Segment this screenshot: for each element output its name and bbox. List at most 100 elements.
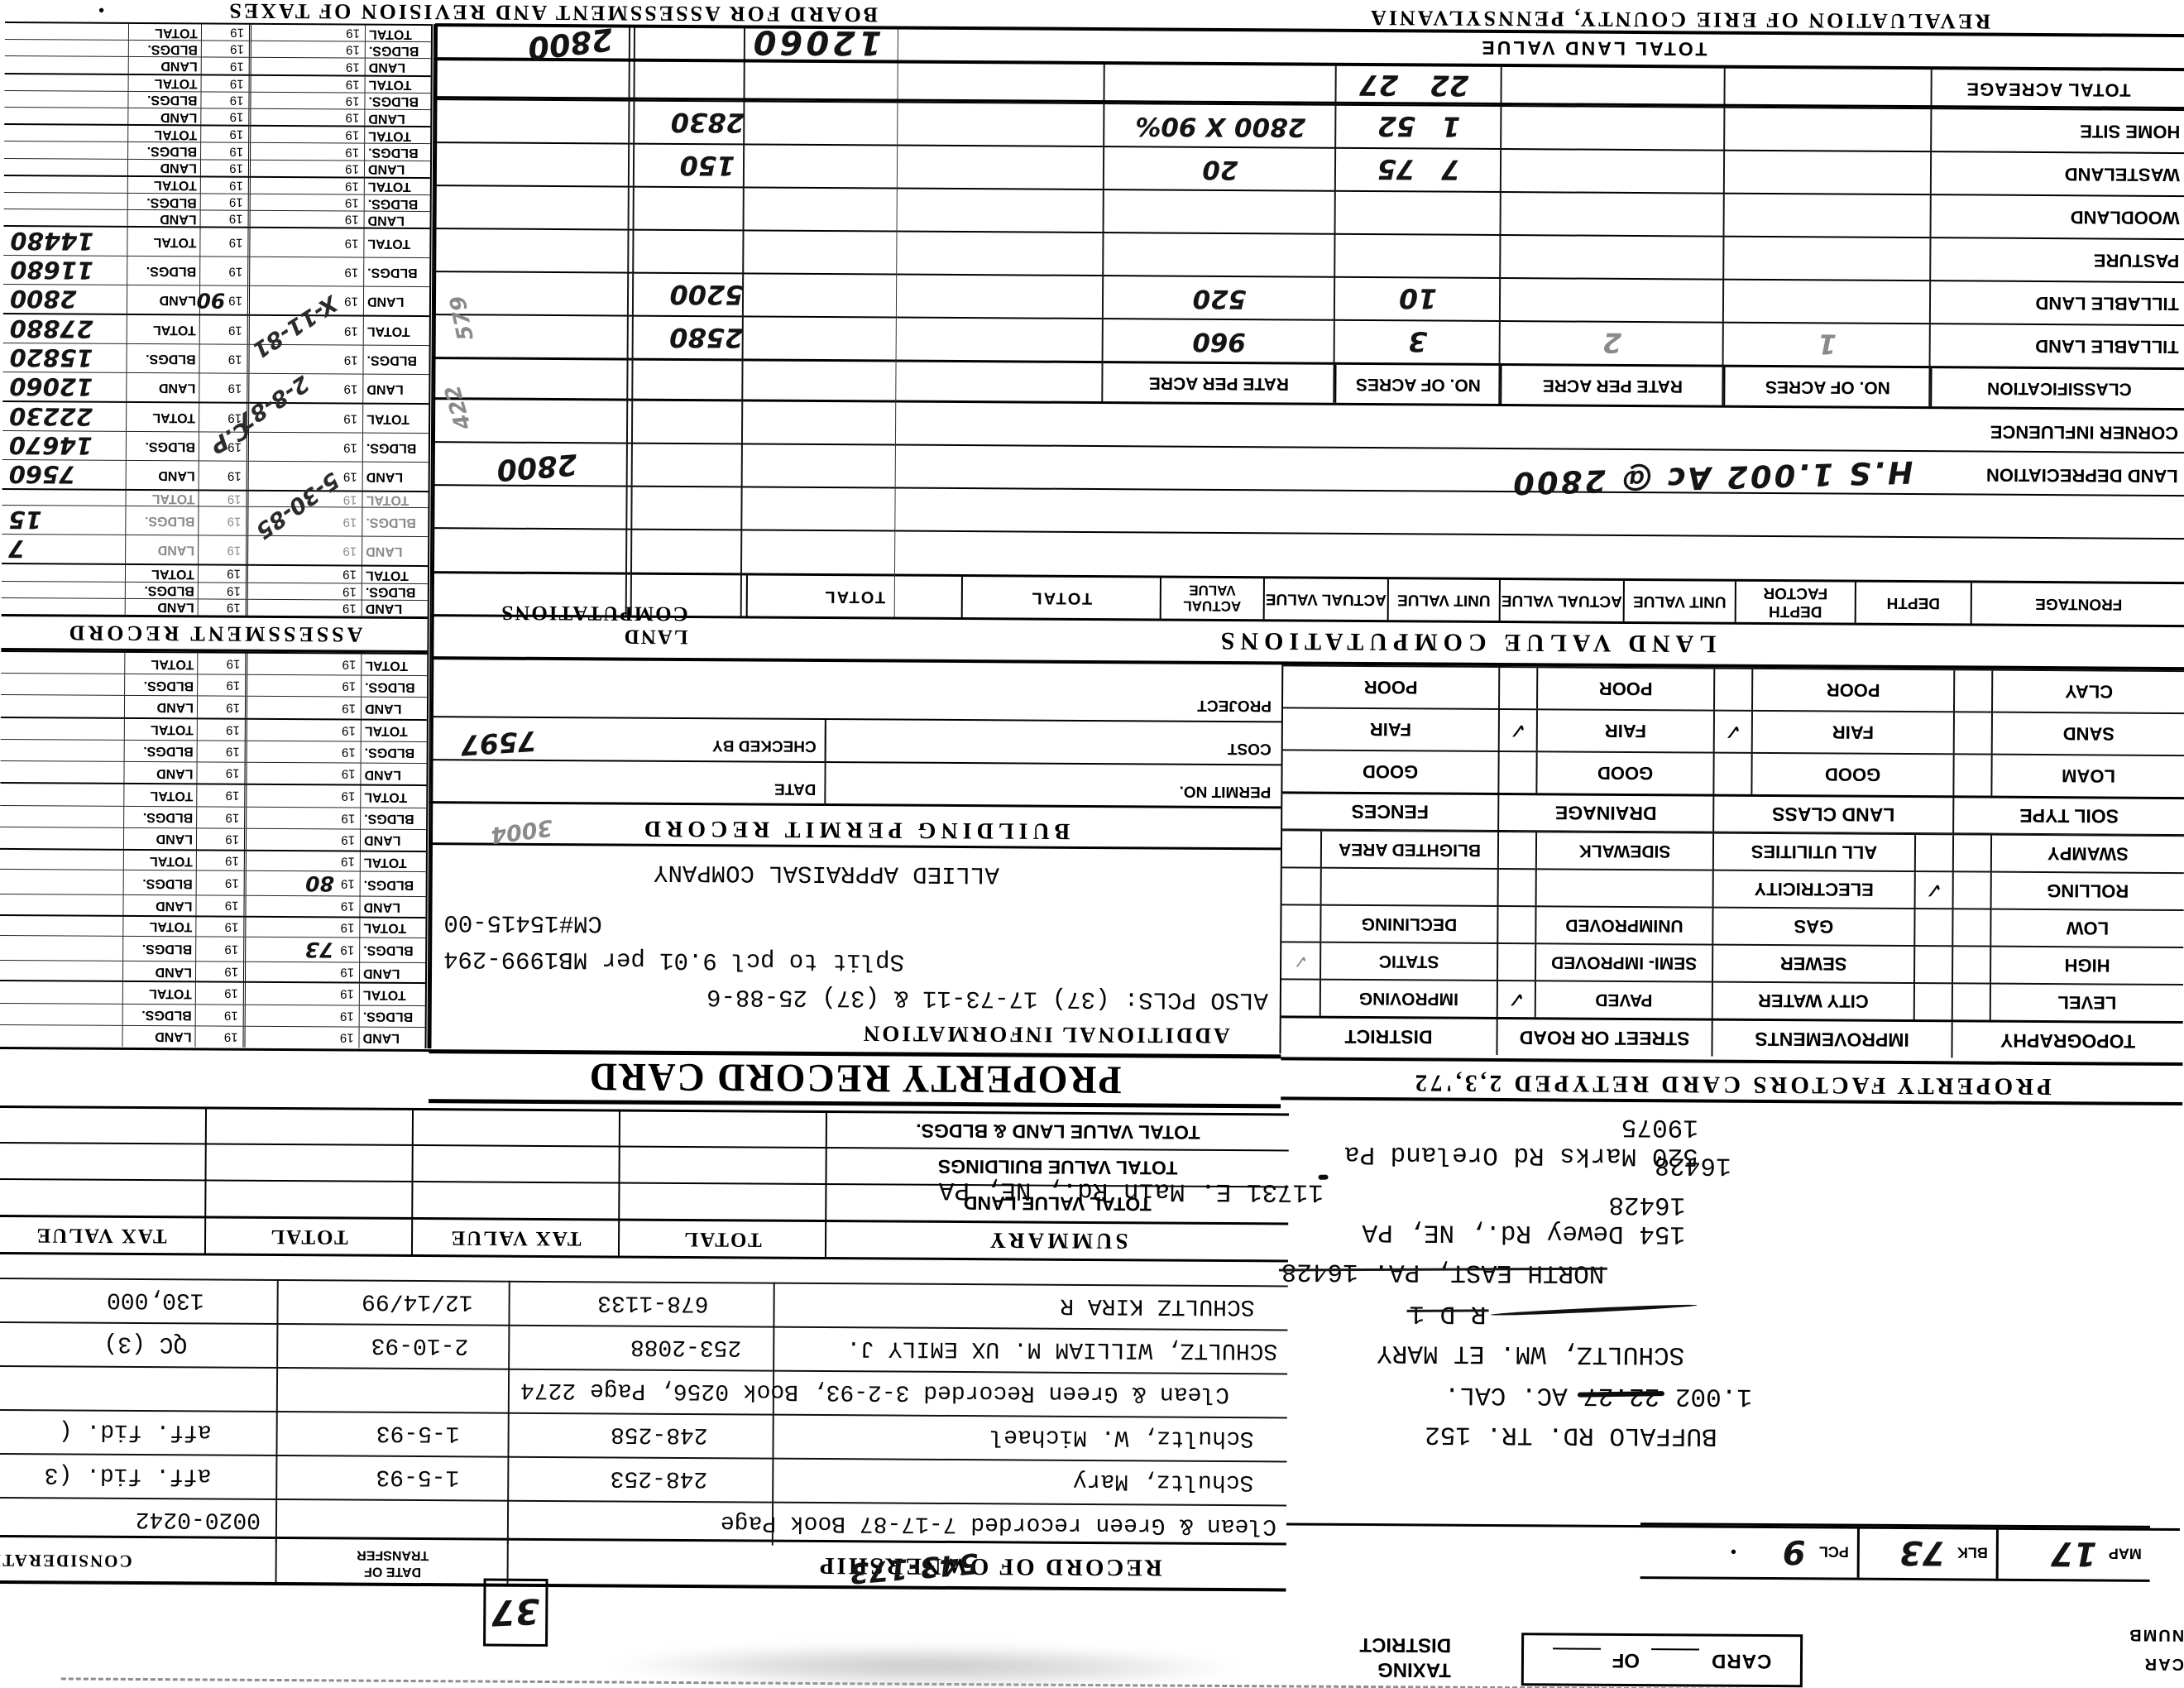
assessment-row: TOTAL 19 19 TOTAL [0,981,425,1005]
assessment-year-b: 19 [200,41,249,58]
assessment-value [0,816,123,817]
taxing-line1: TAXING [1377,1658,1451,1681]
checked-by-handwriting: 7597 [459,724,538,762]
assessment-label-b: BLDGS. [127,257,200,285]
ownership-row: Clean & Green recorded 7-17-87 Book Page… [0,1496,1287,1549]
summary-value-cell [411,1182,619,1219]
appraisal-company: ALLIED APPRAISAL COMPANY [654,858,999,889]
assessment-row: BLDGS. 19 19 BLDGS. [1,673,428,698]
assessment-label-a: TOTAL [359,851,426,872]
assessment-value [2,606,125,607]
assessment-groups-below: LAND 19 19 LAND BLDGS. 19 19 BLDGS. TOTAL 19 19 TOT… [1,21,432,617]
assessment-value [0,947,122,948]
taxing-district-number: 37 [490,1590,541,1634]
assessment-year-b: 19 [200,24,250,41]
land-class-option: GOOD [1751,753,1953,796]
assessment-year-b: 19 [196,784,245,807]
assessment-year-a: 19 [244,785,361,808]
acres-2-value: 1 52 [1377,110,1461,143]
ownership-row: SCHULTZ KIRA R 678-1133 12/14/99 130,000 [0,1277,1288,1330]
assessment-year-b: 19 [199,177,248,194]
drainage-option: GOOD [1535,752,1713,794]
gridline [432,484,2184,497]
land-class-check-cell [1713,669,1752,710]
computations-header-empty [432,573,746,616]
assessment-year-a: 19 [242,983,359,1005]
assessment-label-b: TOTAL [127,228,200,257]
assessment-year-a: 19 [248,108,365,126]
card-label: CARD [1710,1649,1772,1673]
book-page: 678-1133 [597,1289,709,1316]
assessment-row: BLDGS. 19 19 BLDGS. [0,804,427,829]
improvements-check-cell [1913,835,1953,871]
assessment-value [1,706,124,707]
owner-address-block: BUFFALO RD. TR. 152 1.002 22.27 AC. CAL.… [939,1110,2149,1528]
assessment-year-a: 19 [248,143,365,161]
assessment-value [4,133,127,134]
corner-influence-label: CORNER INFLUENCE [1990,421,2179,444]
assessment-year-b: 19 [195,895,244,916]
assessment-row: TOTAL 19 19 TOTAL [5,74,431,93]
assessment-year-a: 19 [245,653,362,675]
assessment-group: LAND 19 19 LAND BLDGS. 19 19 BLDGS. TOTAL 19 19 TOT… [3,123,431,177]
assessment-label-a: BLDGS. [358,1005,425,1027]
ownership-row: Clean & Green Recorded 3-2-93, Book 0256… [0,1364,1288,1417]
summary-value-cell [204,1109,413,1144]
assessment-row: BLDGS. 19 19 BLDGS. [0,1002,425,1027]
soil-type-check-cell [1953,670,1992,712]
depreciation-margin-handwriting: 2800 [495,447,579,487]
transfer-date: 2-10-93 [371,1331,469,1359]
factors-retyped-title: PROPERTY FACTORS CARD RETYPED 2,3,'72 [1411,1069,2052,1101]
assessment-label-b: TOTAL [126,315,199,344]
fences-option: POOR [1363,677,1418,698]
soil-header-row: SOIL TYPE LAND CLASS DRAINAGE FENCES [1282,791,2184,836]
book-page: 248-258 [610,1421,708,1448]
summary-value-cell [0,1144,205,1180]
topography-option: ROLLING [1990,872,2184,910]
classification-label: TILLABLE LAND [2035,335,2179,358]
assessment-label-b: BLDGS. [124,582,198,599]
assessment-year-b: 19 [194,1004,243,1026]
assessment-year-b: 19 90 [196,285,248,315]
rate-2-value: 2800 X 90% [1135,111,1306,142]
acreage-unit: AC. CAL. [1444,1379,1568,1410]
assessment-row: TOTAL 19 19 TOTAL 22230 [2,402,429,434]
assessment-value [0,882,123,883]
assessment-year-a: 19 [247,194,364,211]
assessment-year-a: 19 [248,92,365,109]
assessment-label-a: LAND [359,896,426,917]
topography-check-cell [1952,872,1990,909]
rule [429,759,1281,766]
assessment-year-a: 19 [248,126,365,144]
assessment-label-a: LAND [358,962,426,983]
assessment-value: 22230 [9,402,93,432]
consideration: QC (3) [103,1330,188,1357]
assessment-label-a: BLDGS. [362,508,429,537]
assessment-label-a: LAND [363,211,430,228]
rate-2-value [1104,227,1336,228]
assessment-label-a: LAND [359,829,427,851]
assessment-label-b: TOTAL [124,652,198,674]
building-permit-title: BUILDING PERMIT RECORD [639,815,1070,844]
summary-col-tax-2: TAX VALUE [35,1224,167,1248]
classification-header: RATE PER ACRE [1148,373,1290,394]
fences-option: FAIR [1369,719,1411,741]
assessment-group: LAND 19 19 LAND BLDGS. 19 19 BLDGS. TOTAL 19 19 TOT… [3,174,430,228]
assessment-label-a: LAND [361,600,428,617]
assessment-group: LAND 19 19 LAND BLDGS. 19 19 BLDGS. TOTAL 19 19 TOT… [0,650,428,719]
assessment-year-a: 19 [244,741,361,763]
assessment-value [5,82,128,83]
assessment-label-a: LAND [363,161,431,177]
assessment-label-a: BLDGS. [362,434,429,463]
land-class-check-cell: ✓ [1712,711,1751,752]
acres-1-value [1725,231,1932,233]
assessment-row: LAND 19 19 LAND 7560 [2,459,429,492]
consideration: aff. fid. ( [58,1417,212,1445]
assessment-value: 7560 [8,460,76,489]
assessment-label-b: BLDGS. [127,142,201,160]
assessment-group: LAND 19 19 LAND BLDGS. 19 19 BLDGS. TOTAL 19 19 TOT… [0,716,427,785]
acreage-struck: 22.27 [1583,1380,1660,1411]
district-option [1320,868,1497,905]
assessment-row: BLDGS. 19 19 BLDGS. 15 [2,505,429,537]
